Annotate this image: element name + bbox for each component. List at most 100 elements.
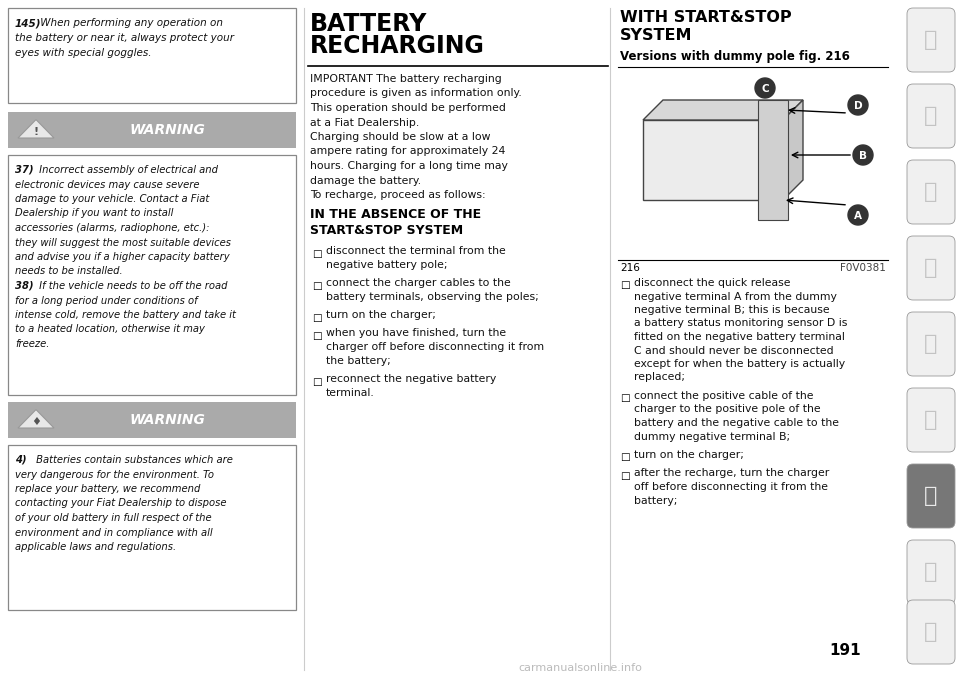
Text: connect the positive cable of the: connect the positive cable of the bbox=[634, 391, 813, 401]
Text: 4): 4) bbox=[15, 455, 27, 465]
Text: 🚗: 🚗 bbox=[924, 30, 938, 50]
Text: charger off before disconnecting it from: charger off before disconnecting it from bbox=[326, 342, 544, 353]
Text: battery terminals, observing the poles;: battery terminals, observing the poles; bbox=[326, 292, 539, 302]
Text: □: □ bbox=[620, 393, 630, 403]
Polygon shape bbox=[18, 119, 54, 138]
Text: 🚗: 🚗 bbox=[924, 486, 938, 506]
Text: the battery or near it, always protect your: the battery or near it, always protect y… bbox=[15, 33, 234, 43]
Text: off before disconnecting it from the: off before disconnecting it from the bbox=[634, 482, 828, 492]
Circle shape bbox=[853, 145, 873, 165]
Text: connect the charger cables to the: connect the charger cables to the bbox=[326, 279, 511, 289]
FancyBboxPatch shape bbox=[907, 464, 955, 528]
Text: □: □ bbox=[312, 313, 322, 323]
Text: needs to be installed.: needs to be installed. bbox=[15, 266, 123, 277]
Text: F0V0381: F0V0381 bbox=[840, 263, 886, 273]
FancyBboxPatch shape bbox=[907, 160, 955, 224]
Text: procedure is given as information only.: procedure is given as information only. bbox=[310, 89, 521, 98]
Text: of your old battery in full respect of the: of your old battery in full respect of t… bbox=[15, 513, 211, 523]
Text: turn on the charger;: turn on the charger; bbox=[326, 311, 436, 321]
Text: □: □ bbox=[620, 471, 630, 481]
Text: WITH START&STOP: WITH START&STOP bbox=[620, 10, 792, 25]
Text: a battery status monitoring sensor D is: a battery status monitoring sensor D is bbox=[634, 319, 848, 329]
Text: !: ! bbox=[34, 127, 38, 136]
Text: This operation should be performed: This operation should be performed bbox=[310, 103, 506, 113]
Text: after the recharge, turn the charger: after the recharge, turn the charger bbox=[634, 468, 829, 479]
Text: Charging should be slow at a low: Charging should be slow at a low bbox=[310, 132, 491, 142]
Text: freeze.: freeze. bbox=[15, 339, 49, 349]
Text: and advise you if a higher capacity battery: and advise you if a higher capacity batt… bbox=[15, 252, 229, 262]
Text: except for when the battery is actually: except for when the battery is actually bbox=[634, 359, 845, 369]
Text: intense cold, remove the battery and take it: intense cold, remove the battery and tak… bbox=[15, 310, 236, 320]
Circle shape bbox=[848, 95, 868, 115]
Text: replaced;: replaced; bbox=[634, 372, 685, 382]
Text: C: C bbox=[761, 84, 769, 94]
Bar bbox=[8, 155, 296, 395]
FancyBboxPatch shape bbox=[907, 8, 955, 72]
Text: To recharge, proceed as follows:: To recharge, proceed as follows: bbox=[310, 190, 486, 200]
Text: Versions with dummy pole fig. 216: Versions with dummy pole fig. 216 bbox=[620, 50, 850, 63]
Text: fitted on the negative battery terminal: fitted on the negative battery terminal bbox=[634, 332, 845, 342]
Text: accessories (alarms, radiophone, etc.):: accessories (alarms, radiophone, etc.): bbox=[15, 223, 209, 233]
Text: When performing any operation on: When performing any operation on bbox=[37, 18, 223, 28]
Text: charger to the positive pole of the: charger to the positive pole of the bbox=[634, 405, 821, 414]
Text: If the vehicle needs to be off the road: If the vehicle needs to be off the road bbox=[36, 281, 228, 291]
Text: START&STOP SYSTEM: START&STOP SYSTEM bbox=[310, 224, 463, 237]
Text: □: □ bbox=[620, 280, 630, 290]
Text: □: □ bbox=[312, 376, 322, 386]
Text: 🚗: 🚗 bbox=[924, 258, 938, 278]
Bar bbox=[758, 100, 788, 220]
Bar bbox=[8, 402, 296, 438]
Text: A: A bbox=[854, 211, 862, 221]
Text: negative terminal A from the dummy: negative terminal A from the dummy bbox=[634, 292, 837, 302]
Text: hours. Charging for a long time may: hours. Charging for a long time may bbox=[310, 161, 508, 171]
Text: battery;: battery; bbox=[634, 496, 678, 506]
Text: ♦: ♦ bbox=[31, 416, 41, 426]
Text: damage to your vehicle. Contact a Fiat: damage to your vehicle. Contact a Fiat bbox=[15, 194, 209, 204]
Text: WARNING: WARNING bbox=[129, 123, 204, 137]
Text: battery and the negative cable to the: battery and the negative cable to the bbox=[634, 418, 839, 428]
Text: B: B bbox=[859, 151, 867, 161]
FancyBboxPatch shape bbox=[907, 84, 955, 148]
Text: damage the battery.: damage the battery. bbox=[310, 176, 421, 186]
Text: reconnect the negative battery: reconnect the negative battery bbox=[326, 374, 496, 384]
Text: applicable laws and regulations.: applicable laws and regulations. bbox=[15, 542, 176, 552]
Polygon shape bbox=[18, 410, 54, 428]
Text: 145): 145) bbox=[15, 18, 41, 28]
FancyBboxPatch shape bbox=[907, 388, 955, 452]
FancyBboxPatch shape bbox=[907, 236, 955, 300]
Text: disconnect the terminal from the: disconnect the terminal from the bbox=[326, 247, 506, 256]
Text: 191: 191 bbox=[829, 643, 861, 658]
Text: □: □ bbox=[620, 452, 630, 462]
Text: D: D bbox=[853, 101, 862, 111]
Text: disconnect the quick release: disconnect the quick release bbox=[634, 278, 790, 288]
Text: Batteries contain substances which are: Batteries contain substances which are bbox=[33, 455, 233, 465]
Text: IN THE ABSENCE OF THE: IN THE ABSENCE OF THE bbox=[310, 209, 481, 222]
Text: 🚗: 🚗 bbox=[924, 622, 938, 642]
Text: □: □ bbox=[312, 330, 322, 340]
Text: replace your battery, we recommend: replace your battery, we recommend bbox=[15, 484, 201, 494]
Text: the battery;: the battery; bbox=[326, 357, 391, 367]
Text: they will suggest the most suitable devices: they will suggest the most suitable devi… bbox=[15, 237, 231, 247]
FancyBboxPatch shape bbox=[907, 600, 955, 664]
Text: Dealership if you want to install: Dealership if you want to install bbox=[15, 209, 174, 218]
Bar bbox=[8, 445, 296, 610]
Text: 🚗: 🚗 bbox=[924, 562, 938, 582]
Text: carmanualsonline.info: carmanualsonline.info bbox=[518, 663, 642, 673]
Text: negative terminal B; this is because: negative terminal B; this is because bbox=[634, 305, 829, 315]
Text: Incorrect assembly of electrical and: Incorrect assembly of electrical and bbox=[36, 165, 218, 175]
Text: WARNING: WARNING bbox=[129, 413, 204, 427]
Text: negative battery pole;: negative battery pole; bbox=[326, 260, 447, 271]
Text: environment and in compliance with all: environment and in compliance with all bbox=[15, 527, 212, 538]
Text: to a heated location, otherwise it may: to a heated location, otherwise it may bbox=[15, 325, 204, 334]
Text: 🚗: 🚗 bbox=[924, 334, 938, 354]
Text: 38): 38) bbox=[15, 281, 34, 291]
FancyBboxPatch shape bbox=[907, 312, 955, 376]
Text: for a long period under conditions of: for a long period under conditions of bbox=[15, 296, 198, 306]
Text: when you have finished, turn the: when you have finished, turn the bbox=[326, 329, 506, 338]
FancyBboxPatch shape bbox=[907, 540, 955, 604]
Polygon shape bbox=[783, 100, 803, 200]
Text: 37): 37) bbox=[15, 165, 34, 175]
Text: IMPORTANT The battery recharging: IMPORTANT The battery recharging bbox=[310, 74, 502, 84]
Bar bbox=[643, 120, 783, 200]
Text: □: □ bbox=[312, 249, 322, 258]
